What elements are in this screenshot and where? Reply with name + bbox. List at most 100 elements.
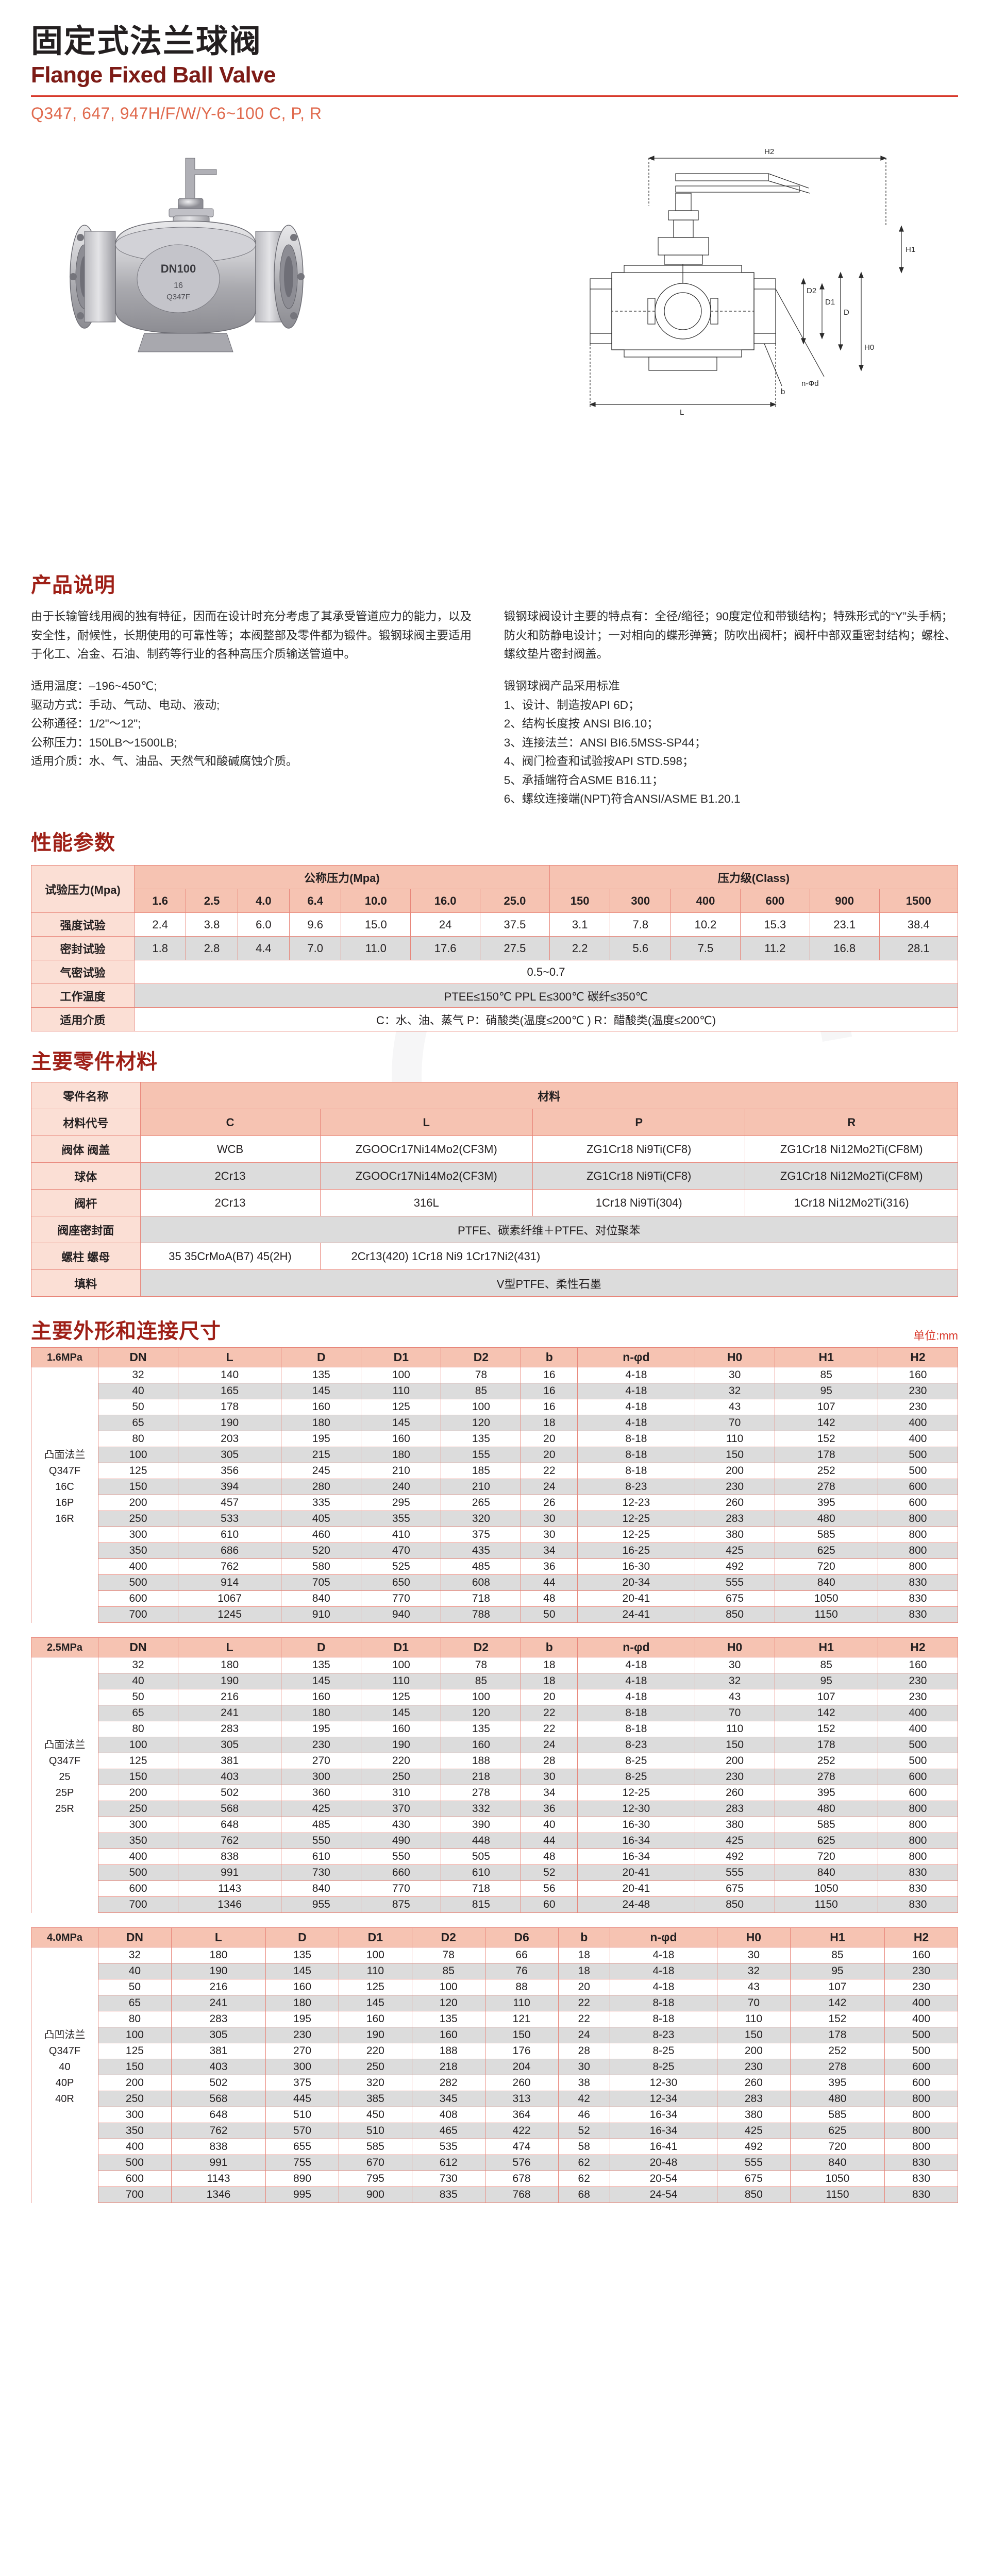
- dimension-cell: 160: [338, 2011, 412, 2028]
- dimension-cell: 16-34: [577, 1849, 695, 1866]
- dimension-cell: 20-41: [577, 1880, 695, 1897]
- table-row: 65 190 180 145 120 18 4-18 70 142 400: [31, 1415, 959, 1432]
- description-left-column: 由于长输管线用阀的独有特征，因而在设计时充分考虑了其承受管道应力的能力，以及安全…: [31, 607, 475, 808]
- dimension-column-header: D1: [338, 1927, 412, 1948]
- dimension-column-header: H2: [877, 1347, 959, 1368]
- dimension-cell: 188: [441, 1753, 522, 1770]
- dimension-cell: 85: [774, 1367, 878, 1384]
- perf-col-cls-3: 600: [740, 889, 810, 913]
- dimension-cell: 282: [411, 2075, 485, 2092]
- dimension-column-header: n-φd: [577, 1637, 695, 1658]
- dimension-cell: 400: [98, 2139, 172, 2156]
- dimension-cell: 30: [521, 1527, 578, 1544]
- spec-nominal-bore: 公称通径：1/2"～12";: [31, 717, 141, 731]
- materials-part-name-label: 零件名称: [31, 1082, 141, 1110]
- table-row: 500 991 755 670 612 576 62 20-48 555 840 830: [31, 2155, 958, 2172]
- table-row: 500 991 730 660 610 52 20-41 555 840 830: [31, 1865, 959, 1882]
- dimension-cell: 30: [521, 1769, 578, 1786]
- description-right-column: 锻钢球阀设计主要的特点有：全径/缩径；90度定位和带锁结构；特殊形式的“Y”头手…: [504, 607, 958, 808]
- table-row: 50 178 160 125 100 16 4-18 43 107 230: [31, 1399, 959, 1416]
- dimension-cell: 135: [441, 1721, 522, 1738]
- table-row: 凸面法兰 100 305 215 180 155 20 8-18 150 178 500: [31, 1447, 959, 1464]
- dimension-cell: 95: [774, 1673, 878, 1690]
- dimension-cell: 585: [774, 1817, 878, 1834]
- dimension-cell: 838: [178, 1849, 282, 1866]
- dimension-cell: 200: [97, 1785, 179, 1802]
- dimension-cell: 600: [97, 1880, 179, 1897]
- perf-col-cls-1: 300: [610, 889, 672, 913]
- dimension-cell: 20-54: [609, 2171, 717, 2188]
- section-heading-description: 产品说明: [31, 574, 115, 597]
- dimension-cell: 535: [411, 2139, 485, 2156]
- perf-col-cls-4: 900: [809, 889, 880, 913]
- dimension-cell: 485: [281, 1817, 362, 1834]
- dimension-cell: 705: [281, 1574, 362, 1591]
- dimension-cell: 50: [98, 1979, 172, 1996]
- dimension-row-group-label: [31, 1657, 98, 1673]
- dimension-cell: 76: [484, 1963, 559, 1980]
- perf-cell: 2.2: [549, 936, 611, 961]
- dimension-row-group-label: 25: [31, 1769, 98, 1785]
- dimension-cell: 12-34: [609, 2091, 717, 2108]
- dimension-cell: 252: [774, 1463, 878, 1480]
- dimension-cell: 250: [361, 1769, 442, 1786]
- dimension-cell: 250: [98, 2091, 172, 2108]
- section-heading-dimensions: 主要外形和连接尺寸: [31, 1320, 221, 1343]
- dimension-cell: 350: [98, 2123, 172, 2140]
- dimension-cell: 110: [361, 1383, 442, 1400]
- dimension-cell: 152: [774, 1431, 878, 1448]
- dimension-row-group-label: 凸面法兰: [31, 1737, 98, 1753]
- dimension-cell: 400: [877, 1415, 959, 1432]
- dimension-row-group-label: [31, 2139, 98, 2155]
- dimension-cell: 85: [774, 1657, 878, 1674]
- dimension-cell: 176: [484, 2043, 559, 2060]
- dimension-cell: 390: [441, 1817, 522, 1834]
- table-row: 350 686 520 470 435 34 16-25 425 625 800: [31, 1543, 959, 1560]
- dimension-cell: 190: [178, 1673, 282, 1690]
- dimension-cell: 85: [411, 1963, 485, 1980]
- dimension-cell: 1150: [774, 1606, 878, 1623]
- dimension-cell: 36: [521, 1558, 578, 1575]
- dimension-cell: 520: [281, 1543, 362, 1560]
- dimension-row-group-label: [31, 2123, 98, 2139]
- svg-text:D: D: [844, 308, 849, 317]
- dimension-cell: 425: [281, 1801, 362, 1818]
- dimension-row-group-label: [31, 1415, 98, 1431]
- dimension-cell: 400: [884, 2011, 958, 2028]
- dimension-table: 2.5MPa DN L D D1 D2 b n-φd H0 H1 H2 32 180 135 100 78 18…: [31, 1637, 959, 1913]
- dimension-cell: 250: [97, 1511, 179, 1528]
- table-row: 65 241 180 145 120 22 8-18 70 142 400: [31, 1705, 959, 1722]
- standard-item-2: 2、结构长度按 ANSI BI6.10；: [504, 717, 659, 731]
- dimension-cell: 700: [97, 1896, 179, 1913]
- material-cell: ZGOOCr17Ni14Mo2(CF3M): [320, 1162, 533, 1190]
- dimension-cell: 230: [716, 2059, 791, 2076]
- dimension-cell: 190: [361, 1737, 442, 1754]
- dimension-cell: 533: [178, 1511, 282, 1528]
- dimension-cell: 283: [716, 2091, 791, 2108]
- svg-text:b: b: [781, 387, 785, 396]
- dimension-cell: 260: [694, 1495, 775, 1512]
- perf-merged-cell: C：水、油、蒸气 P：硝酸类(温度≤200℃ ) R：醋酸类(温度≤200℃): [134, 1007, 958, 1032]
- perf-cell: 11.2: [740, 936, 810, 961]
- dimension-cell: 30: [694, 1657, 775, 1674]
- table-row: 32 180 135 100 78 66 18 4-18 30 85 160: [31, 1947, 958, 1964]
- dimension-cell: 770: [361, 1880, 442, 1897]
- dimension-cell: 85: [441, 1673, 522, 1690]
- table-row: 300 648 510 450 408 364 46 16-34 380 585 800: [31, 2107, 958, 2124]
- dimension-cell: 107: [790, 1979, 885, 1996]
- dimension-cell: 40: [98, 1963, 172, 1980]
- dimension-cell: 38: [558, 2075, 610, 2092]
- dimension-cell: 68: [558, 2187, 610, 2204]
- dimension-cell: 125: [98, 2043, 172, 2060]
- dimension-cell: 280: [281, 1479, 362, 1496]
- dimension-row-group-label: [31, 1590, 98, 1607]
- dimension-cell: 32: [716, 1963, 791, 1980]
- dimension-column-header: D: [281, 1347, 362, 1368]
- dimension-table-2.5MPa: 2.5MPa DN L D D1 D2 b n-φd H0 H1 H2 32 180 135 100 78 18…: [31, 1637, 959, 1913]
- dimension-column-header: D2: [441, 1347, 522, 1368]
- svg-text:D2: D2: [807, 286, 816, 295]
- dimension-row-group-label: 16R: [31, 1511, 98, 1527]
- material-cell: ZG1Cr18 Ni12Mo2Ti(CF8M): [745, 1162, 958, 1190]
- dimension-cell: 110: [338, 1963, 412, 1980]
- perf-col-pn-4: 10.0: [341, 889, 411, 913]
